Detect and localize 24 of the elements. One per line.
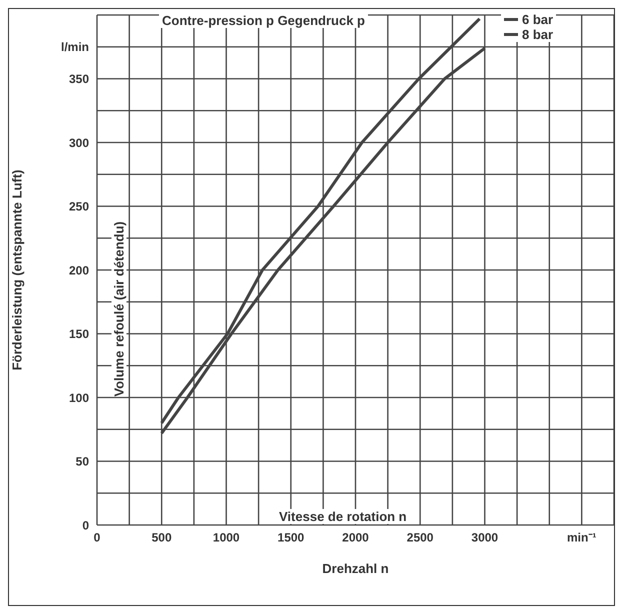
x-tick-label: 0 [94, 530, 101, 545]
y-tick-label: 50 [76, 454, 90, 469]
x-axis-title: Drehzahl n [322, 561, 389, 576]
y-tick-label: 350 [68, 72, 90, 86]
x-tick-label: 1000 [212, 530, 240, 545]
legend-title: Contre-pression p Gegendruck p [159, 13, 368, 28]
x-tick-label: 500 [152, 530, 172, 545]
x-tick-label: min⁻¹ [567, 530, 596, 545]
x-tick-label: 3000 [471, 530, 498, 545]
y-tick-label: 200 [68, 263, 90, 278]
y-tick-label: l/min [60, 40, 89, 54]
y-tick-label: 150 [68, 327, 90, 342]
x-tick-label: 2000 [342, 530, 370, 545]
y-axis-title: Förderleistung (entspannte Luft) [10, 170, 25, 370]
y-tick-label: 300 [68, 136, 90, 150]
x-tick-label: 2500 [406, 530, 434, 545]
annotation: Volume refoulé (air détendu) [112, 221, 126, 397]
annotation: Vitesse de rotation n [279, 509, 407, 524]
legend-label: 8 bar [522, 27, 554, 42]
y-tick-label: 250 [68, 200, 90, 214]
y-tick-label: 0 [82, 518, 90, 532]
x-tick-label: 1500 [278, 530, 305, 545]
legend-label: 6 bar [522, 12, 554, 27]
y-tick-label: 100 [68, 390, 90, 405]
